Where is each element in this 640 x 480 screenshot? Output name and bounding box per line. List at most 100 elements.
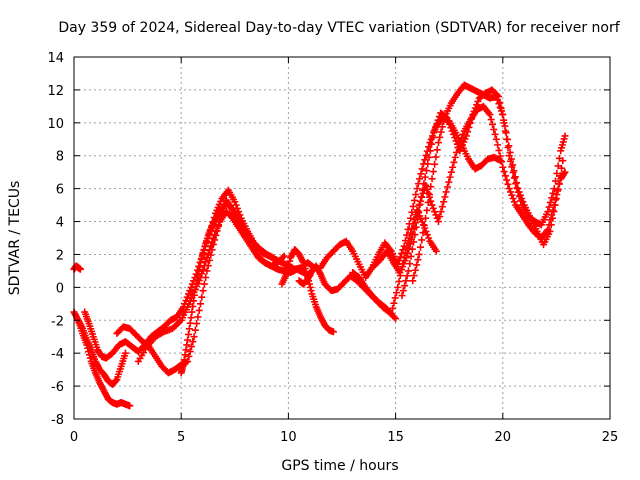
data-point xyxy=(425,234,433,242)
data-point xyxy=(465,123,473,131)
data-point xyxy=(545,203,553,211)
data-point xyxy=(184,290,192,298)
data-point xyxy=(429,168,437,176)
data-point xyxy=(280,252,288,260)
data-point xyxy=(424,160,432,168)
data-point xyxy=(410,272,418,280)
data-point xyxy=(554,162,562,170)
data-point xyxy=(410,196,418,204)
data-point xyxy=(392,315,400,323)
data-point xyxy=(180,356,188,364)
data-point xyxy=(401,249,409,257)
data-point xyxy=(386,308,394,316)
data-point xyxy=(487,116,495,124)
data-point xyxy=(284,264,292,272)
data-point xyxy=(401,282,409,290)
series-track-c xyxy=(74,316,129,388)
data-point xyxy=(186,348,194,356)
data-point xyxy=(503,135,511,143)
data-point xyxy=(389,304,397,312)
x-tick-label: 10 xyxy=(280,430,297,445)
data-point xyxy=(496,103,504,111)
data-point xyxy=(183,293,191,301)
data-point xyxy=(395,277,403,285)
data-point xyxy=(197,255,205,263)
data-point xyxy=(421,224,429,232)
data-point xyxy=(196,263,204,271)
data-point xyxy=(504,144,512,151)
data-point xyxy=(494,141,502,149)
data-point xyxy=(409,202,417,210)
data-point xyxy=(204,250,212,258)
data-point xyxy=(467,115,475,123)
data-point xyxy=(394,283,402,291)
data-point xyxy=(403,244,411,252)
data-point xyxy=(429,204,437,212)
data-point xyxy=(426,147,434,155)
series-track-m xyxy=(409,81,569,285)
data-point xyxy=(450,158,458,166)
data-point xyxy=(400,254,408,262)
data-point xyxy=(499,163,507,171)
data-point xyxy=(203,267,211,275)
y-tick-label: 8 xyxy=(56,150,64,165)
data-point xyxy=(428,175,436,183)
data-point xyxy=(509,169,517,177)
data-point xyxy=(500,119,508,127)
data-point xyxy=(194,272,202,280)
data-point xyxy=(443,183,451,191)
data-point xyxy=(431,208,439,216)
data-point xyxy=(391,294,399,302)
data-point xyxy=(417,170,425,178)
data-point xyxy=(502,129,510,137)
data-point xyxy=(192,280,200,288)
data-point xyxy=(200,246,208,254)
data-point xyxy=(194,313,202,321)
data-point xyxy=(437,128,445,136)
data-point xyxy=(126,402,134,410)
data-point xyxy=(469,111,477,119)
data-point xyxy=(546,227,554,235)
series-track-d xyxy=(81,186,277,362)
data-point xyxy=(466,119,474,127)
data-point xyxy=(407,229,415,237)
data-point xyxy=(553,169,561,177)
data-point xyxy=(474,97,482,105)
data-point xyxy=(496,152,504,160)
plot-frame xyxy=(73,56,611,420)
data-point xyxy=(187,283,195,291)
data-point xyxy=(418,236,426,244)
data-point xyxy=(428,140,436,148)
data-point xyxy=(411,231,419,239)
data-point xyxy=(424,189,432,197)
x-tick-label: 5 xyxy=(177,430,185,445)
data-point xyxy=(473,101,481,109)
data-point xyxy=(548,194,556,202)
data-point xyxy=(516,193,524,201)
data-point xyxy=(517,197,525,205)
data-point xyxy=(428,201,436,209)
data-point xyxy=(286,257,294,265)
data-point xyxy=(407,252,415,260)
y-tick-label: -6 xyxy=(51,380,64,395)
data-point xyxy=(212,227,220,235)
data-point xyxy=(409,277,417,285)
data-point xyxy=(446,173,454,181)
data-point xyxy=(232,201,240,209)
data-point xyxy=(207,242,215,250)
data-point xyxy=(282,270,290,278)
data-point xyxy=(203,254,211,262)
x-tick-label: 0 xyxy=(70,430,78,445)
data-point xyxy=(442,188,450,196)
data-point xyxy=(419,221,427,229)
data-point xyxy=(181,351,189,359)
data-point xyxy=(449,130,457,138)
data-point xyxy=(436,213,444,221)
data-point xyxy=(195,267,203,275)
series-track-a xyxy=(70,262,84,273)
data-point xyxy=(184,330,192,338)
data-point xyxy=(182,346,190,354)
y-tick-label: 12 xyxy=(47,84,64,99)
data-point xyxy=(451,134,459,142)
y-tick-label: 4 xyxy=(56,216,64,231)
